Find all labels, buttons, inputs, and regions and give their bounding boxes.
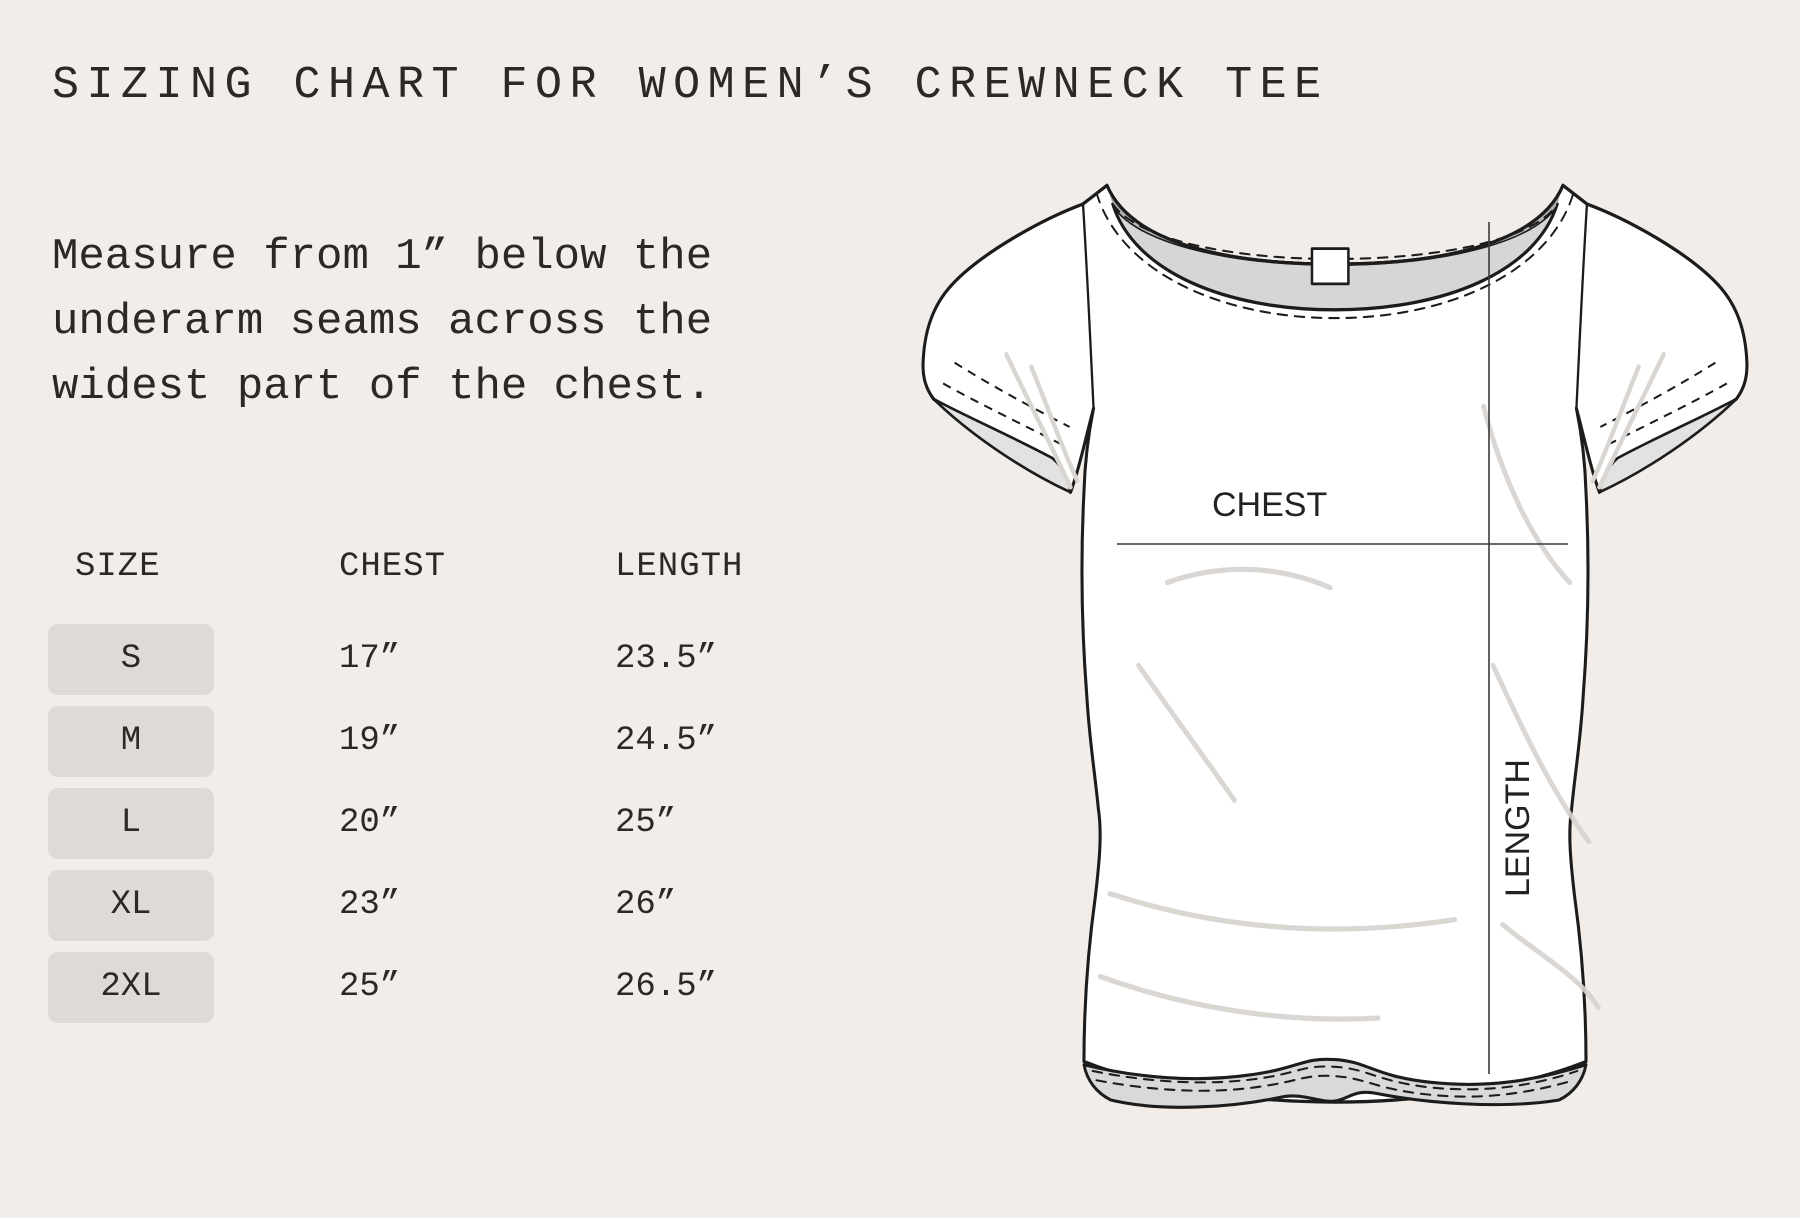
- svg-text:CHEST: CHEST: [1212, 486, 1327, 524]
- svg-text:LENGTH: LENGTH: [1499, 759, 1537, 897]
